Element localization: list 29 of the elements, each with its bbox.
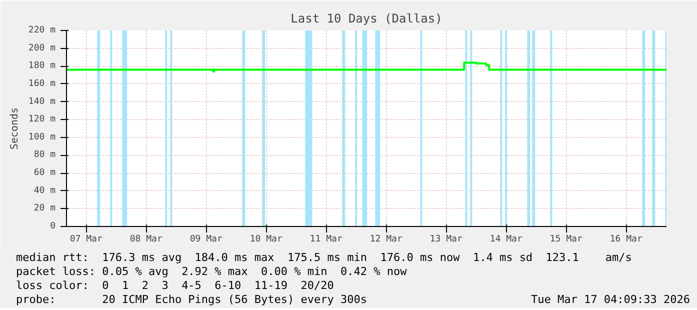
y-axis-title: Seconds bbox=[9, 107, 20, 150]
y-tick-label: 60 m bbox=[34, 168, 56, 178]
text: Tue Mar 17 04:09:33 2026 bbox=[531, 292, 690, 308]
y-tick-label: 0 bbox=[50, 222, 56, 232]
x-tick-label: 13 Mar bbox=[430, 234, 463, 244]
x-tick-label: 10 Mar bbox=[250, 234, 283, 244]
y-tick-label: 120 m bbox=[28, 114, 56, 125]
text: median rtt: 176.3 ms avg 184.0 ms max 175.5 ms min 176.0 ms now 1.4 ms sd 123.1 am/s bbox=[16, 250, 632, 266]
text: packet loss: 0.05 % avg 2.92 % max 0.00 % min 0.42 % now bbox=[16, 264, 407, 280]
x-tick-label: 08 Mar bbox=[130, 234, 163, 244]
text: probe: 20 ICMP Echo Pings (56 Bytes) every 300s bbox=[16, 292, 367, 308]
x-tick-label: 11 Mar bbox=[310, 234, 343, 244]
y-tick-label: 160 m bbox=[28, 78, 56, 89]
x-tick-label: 09 Mar bbox=[190, 234, 223, 244]
y-tick-label: 180 m bbox=[28, 61, 56, 72]
x-tick-label: 07 Mar bbox=[70, 234, 103, 244]
y-tick-label: 20 m bbox=[34, 204, 56, 214]
y-tick-label: 200 m bbox=[28, 43, 56, 54]
x-tick-label: 16 Mar bbox=[610, 234, 643, 244]
x-tick-label: 14 Mar bbox=[490, 234, 523, 244]
y-tick-label: 220 m bbox=[28, 26, 56, 36]
y-tick-label: 40 m bbox=[34, 186, 56, 196]
x-tick-label: 15 Mar bbox=[550, 234, 583, 244]
chart-title: Last 10 Days (Dallas) bbox=[290, 12, 442, 26]
x-tick-label: 12 Mar bbox=[370, 234, 403, 244]
y-tick-label: 140 m bbox=[28, 96, 56, 107]
y-tick-label: 100 m bbox=[28, 132, 56, 142]
y-tick-label: 80 m bbox=[34, 150, 56, 160]
text: loss color: 0 1 2 3 4-5 6-10 11-19 20/20 bbox=[16, 278, 334, 294]
